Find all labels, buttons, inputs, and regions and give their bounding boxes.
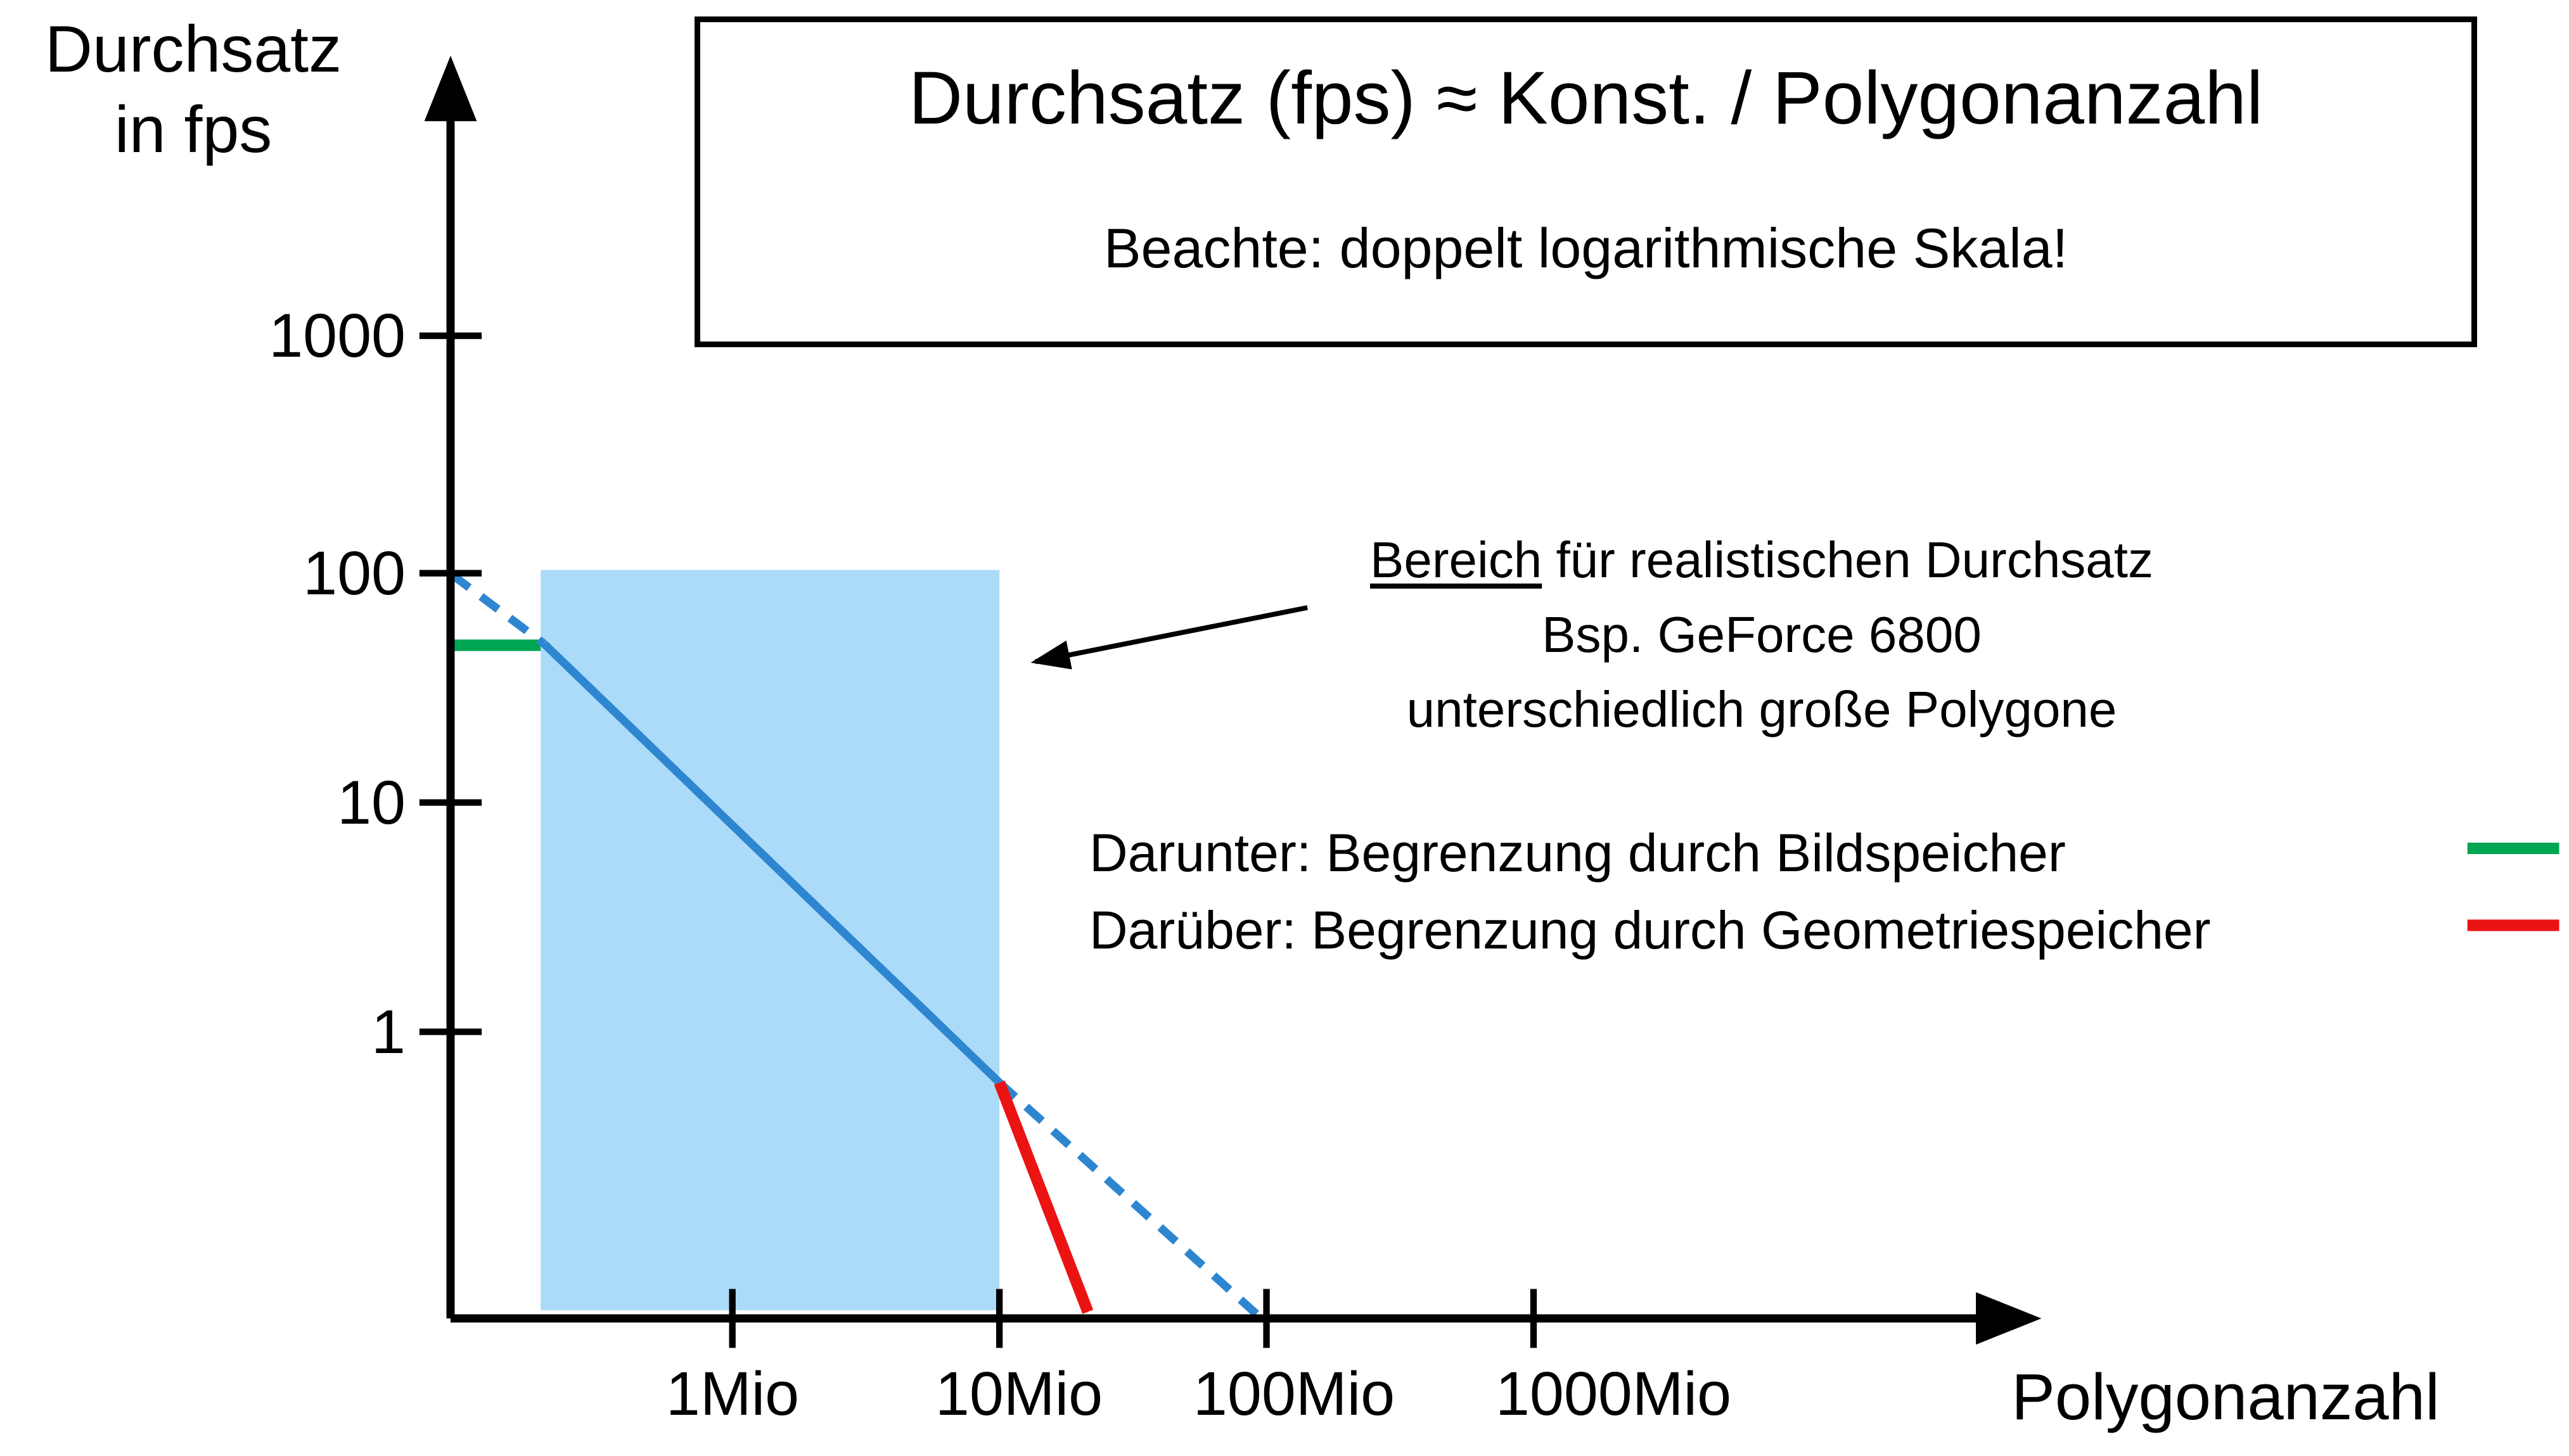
region-annotation-line2: Bsp. GeForce 6800: [1542, 606, 1982, 663]
region-annotation-line3: unterschiedlich große Polygone: [1406, 681, 2117, 738]
ideal-line-dashed-left: [449, 572, 547, 648]
x-axis-arrowhead-icon: [1976, 1292, 2042, 1345]
x-tick-label-100mio: 100Mio: [1193, 1359, 1395, 1428]
region-annotation-line1: Bereich für realistischen Durchsatz: [1223, 523, 2300, 597]
x-tick-label-10mio: 10Mio: [935, 1359, 1103, 1428]
annotation-arrow-icon: [1030, 605, 1308, 670]
y-axis-label-line1: Durchsatz: [44, 13, 342, 86]
region-annotation-underlined: Bereich: [1369, 532, 1542, 588]
chart-note: Beachte: doppelt logarithmische Skala!: [1103, 217, 2068, 279]
y-axis-label-line2: in fps: [114, 93, 272, 167]
legend-framebuffer-limit: Darunter: Begrenzung durch Bildspeicher: [1089, 823, 2066, 883]
y-tick-label-100: 100: [303, 539, 406, 608]
geometry-limit-line: [994, 1080, 1094, 1314]
region-annotation: Bereich für realistischen Durchsatz Bsp.…: [1223, 523, 2300, 747]
highlight-region: [541, 570, 1000, 1310]
x-tick-label-1mio: 1Mio: [665, 1359, 800, 1428]
throughput-line-solid: [541, 641, 1003, 1086]
ideal-line-dashed-right: [996, 1079, 1266, 1324]
x-axis-label: Polygonanzahl: [2011, 1360, 2440, 1433]
title-box: Durchsatz (fps) ≈ Konst. / Polygonanzahl…: [695, 16, 2477, 347]
region-annotation-line1-rest: für realistischen Durchsatz: [1542, 532, 2154, 588]
chart-title: Durchsatz (fps) ≈ Konst. / Polygonanzahl: [908, 56, 2264, 140]
y-axis-arrowhead-icon: [424, 55, 477, 122]
y-tick-label-1: 1: [371, 997, 406, 1066]
x-tick-label-1000mio: 1000Mio: [1495, 1359, 1732, 1428]
y-axis-label: Durchsatz in fps: [13, 10, 374, 170]
y-tick-label-1000: 1000: [269, 301, 406, 370]
legend-geometry-limit: Darüber: Begrenzung durch Geometriespeic…: [1089, 900, 2211, 960]
y-tick-label-10: 10: [337, 768, 406, 837]
